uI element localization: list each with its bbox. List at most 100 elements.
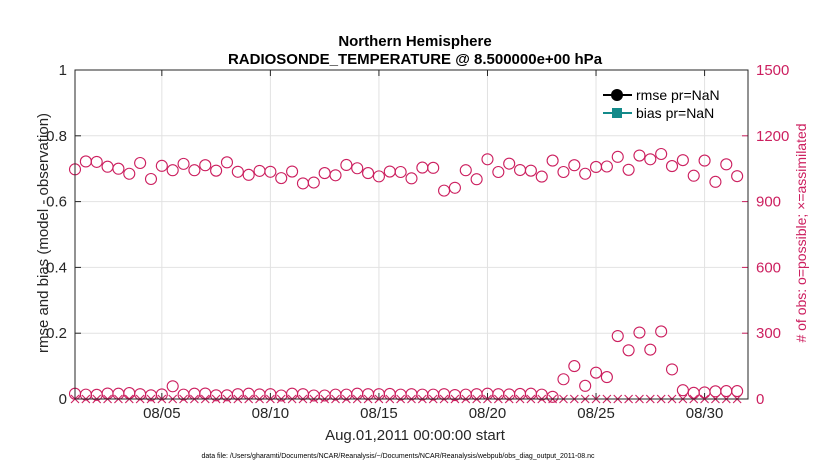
x-tick-label: 08/15 — [360, 405, 398, 422]
obs-possible-point — [286, 165, 299, 178]
obs-possible-point — [622, 344, 635, 357]
obs-possible-point — [665, 363, 679, 376]
x-tick-label: 08/30 — [686, 405, 724, 422]
obs-possible-point — [123, 167, 136, 180]
obs-possible-point — [220, 156, 234, 169]
chart-subtitle: RADIOSONDE_TEMPERATURE @ 8.500000e+00 hP… — [228, 51, 603, 68]
obs-possible-point — [579, 167, 592, 180]
x-tick-label: 08/20 — [469, 405, 507, 422]
y-tick-label: 0.2 — [46, 325, 67, 342]
plot-area — [75, 70, 748, 399]
x-axis-ticks: 08/05 08/10 08/15 08/20 08/25 08/30 — [143, 70, 723, 422]
y2-tick-label: 1500 — [756, 62, 789, 79]
obs-possible-point — [405, 172, 418, 185]
legend-bias-marker — [612, 108, 622, 118]
y2-axis-label: # of obs: o=possible; ×=assimilated — [793, 123, 809, 342]
obs-possible-point — [134, 156, 147, 170]
legend-bias-label: bias pr=NaN — [636, 105, 714, 121]
obs-possible-point — [427, 161, 440, 174]
legend-rmse-label: rmse pr=NaN — [636, 87, 720, 103]
y2-tick-label: 1200 — [756, 128, 789, 145]
obs-possible-point — [394, 165, 407, 179]
chart-title: Northern Hemisphere — [338, 33, 491, 50]
y2-axis-ticks: 0 300 600 900 1200 1500 — [742, 62, 789, 408]
obs-possible-point — [155, 388, 168, 401]
obs-possible-point — [557, 373, 570, 386]
obs-possible-point — [644, 343, 657, 356]
obs-possible-point — [231, 165, 244, 178]
y2-tick-label: 900 — [756, 194, 781, 211]
obs-possible-point — [372, 170, 385, 183]
obs-possible-point — [242, 168, 255, 181]
legend-rmse-marker — [611, 89, 623, 101]
obs-possible-point — [112, 162, 125, 175]
obs-possible-point — [655, 147, 668, 161]
obs-possible-point — [524, 164, 537, 177]
obs-possible-point — [546, 390, 559, 403]
y2-tick-label: 0 — [756, 391, 764, 408]
data-file-footnote: data file: /Users/gharamti/Documents/NCA… — [201, 453, 595, 460]
obs-possible-point — [644, 153, 657, 166]
obs-possible-point — [600, 371, 613, 384]
obs-possible-point — [351, 162, 364, 175]
obs-possible-point — [199, 159, 212, 172]
obs-possible-point — [438, 184, 451, 197]
x-tick-label: 08/05 — [143, 405, 181, 422]
y-tick-label: 0.8 — [46, 128, 67, 145]
obs-possible-point — [459, 164, 472, 177]
obs-possible-point — [503, 157, 516, 170]
y2-tick-label: 600 — [756, 259, 781, 276]
obs-possible-point — [90, 155, 103, 168]
legend: rmse pr=NaN bias pr=NaN — [603, 87, 720, 121]
obs-possible-point — [188, 164, 201, 177]
obs-possible-point — [687, 169, 700, 182]
obs-possible-point — [579, 379, 592, 392]
obs-possible-point — [611, 330, 624, 343]
obs-possible-point — [210, 164, 223, 177]
y-axis-ticks: 0 0.2 0.4 0.6 0.8 1 — [46, 62, 81, 408]
obs-possible-point — [720, 158, 733, 171]
x-tick-label: 08/25 — [577, 405, 615, 422]
x-tick-label: 08/10 — [252, 405, 290, 422]
obs-possible-point — [307, 176, 320, 189]
y-tick-label: 0.6 — [46, 194, 67, 211]
obs-possible-point — [568, 159, 581, 172]
obs-possible-point — [709, 175, 722, 188]
obs-possible-point — [481, 153, 494, 166]
y-tick-label: 1 — [59, 62, 67, 79]
obs-possible-point — [177, 157, 190, 170]
obs-possible-point — [731, 385, 744, 398]
obs-possible-point — [340, 158, 353, 172]
obs-possible-point — [329, 169, 342, 182]
obs-possible-point — [535, 170, 548, 183]
obs-possible-point — [665, 160, 679, 173]
obs-possible-point — [568, 360, 581, 373]
obs-possible-point — [275, 172, 288, 185]
obs-possible-point — [492, 165, 505, 179]
obs-possible-point — [155, 159, 168, 172]
y-tick-label: 0.4 — [46, 259, 67, 276]
obs-possible-point — [633, 149, 646, 162]
obs-possible-point — [546, 154, 559, 167]
obs-possible-point — [144, 172, 158, 186]
obs-possible-point — [655, 325, 668, 338]
obs-possible-point — [676, 154, 689, 167]
obs-possible-point — [557, 165, 570, 179]
obs-possible-point — [166, 380, 179, 393]
y-axis-label: rmse and bias (model - observation) — [35, 113, 52, 353]
obs-possible-point — [589, 366, 603, 379]
plot-box — [74, 69, 749, 400]
obs-possible-point — [264, 165, 277, 178]
obs-possible-point — [600, 160, 613, 173]
obs-possible-point — [362, 167, 375, 180]
obs-possible-point — [470, 173, 483, 186]
y-tick-label: 0 — [59, 391, 67, 408]
obs-possible-point — [731, 170, 744, 183]
x-axis-label: Aug.01,2011 00:00:00 start — [325, 427, 506, 444]
obs-possible-point — [611, 150, 624, 163]
y2-tick-label: 300 — [756, 325, 781, 342]
obs-possible-point — [448, 181, 461, 194]
obs-possible-point — [166, 164, 179, 177]
obs-possible-point — [633, 326, 646, 339]
